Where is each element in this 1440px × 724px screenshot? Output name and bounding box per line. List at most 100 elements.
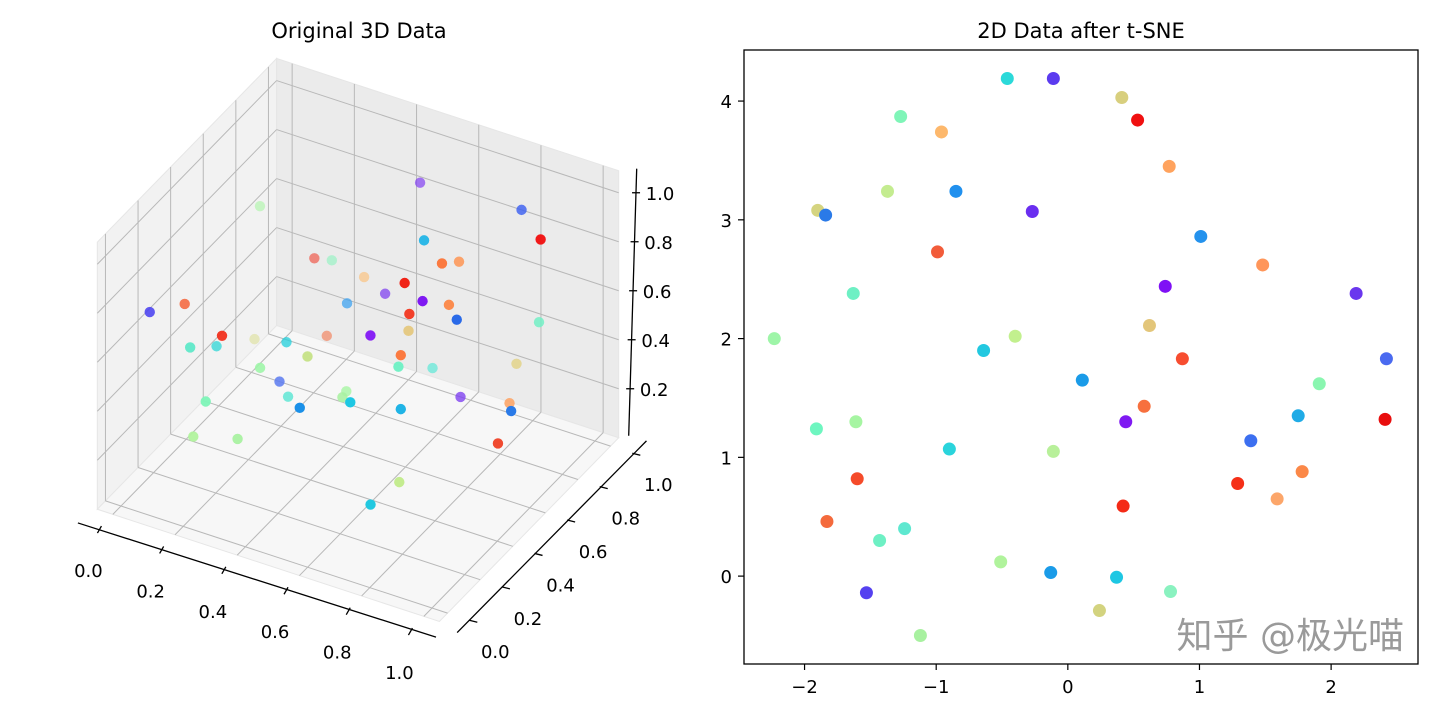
x-tick-label: 0.6 [261,622,290,643]
z-axis-line [628,168,638,436]
point-3d [294,402,305,414]
gridline-z-left [96,276,277,461]
ticks-2d: −2 −1 0 1 2 0 1 2 3 4 [721,92,1337,698]
gridline-y-floor [137,467,481,581]
pane-group [96,57,620,623]
point-3d [302,351,313,362]
gridline-y-floor [203,400,546,514]
gridline-x-floor [112,330,293,515]
point-3d [254,200,266,212]
point-3d [179,298,190,310]
point-3d [282,391,294,402]
point-3d [404,308,415,320]
point-3d [395,350,406,361]
x-tick-label: 2 [1325,677,1336,698]
point-2d [934,125,948,139]
point-2d [1379,352,1393,366]
y-tick-label: 0.2 [514,609,543,630]
gridline-z-back [276,276,619,390]
point-2d [1349,286,1363,300]
plot-3d: Original 3D Data 0.00.20.40.60.81.00.00.… [74,19,674,684]
point-3d [533,316,545,328]
point-3d [418,235,430,246]
x-tick [96,525,103,534]
z-tick-label: 0.4 [641,331,670,352]
x-tick [283,586,289,595]
point-3d [337,392,348,403]
point-2d [850,472,864,486]
point-2d [1000,72,1014,86]
point-2d [898,522,912,536]
z-tick-label: 0.8 [644,233,673,254]
point-3d [492,438,504,449]
y-tick-label: 2 [721,330,732,351]
point-3d [379,288,391,299]
x-tick-label: 1 [1194,677,1205,698]
point-3d [345,397,356,408]
x-tick-label: −2 [791,677,818,698]
x-tick-label: 0 [1062,677,1073,698]
x-axis-line [77,522,437,638]
point-3d [443,299,455,311]
y-tick [632,452,641,456]
gridline-x-floor [299,391,480,576]
point-2d [1092,604,1106,618]
point-3d [188,431,199,442]
point-2d [846,286,860,300]
point-2d [894,110,908,124]
plot-2d-title: 2D Data after t-SNE [977,19,1185,43]
point-2d [949,184,963,198]
point-2d [977,343,991,357]
point-2d [1164,585,1178,599]
y-tick-label: 0 [721,567,732,588]
gridline-y-floor [235,366,579,480]
point-3d [341,298,353,309]
y-tick-label: 0.0 [481,642,510,663]
point-3d [403,325,414,337]
point-2d [1075,373,1089,387]
point-2d [1312,377,1326,391]
point-3d [511,358,522,369]
gridline-y-floor [268,333,611,447]
y-tick [501,586,511,590]
z-tick-label: 0.2 [640,380,669,401]
pane-floor [96,324,620,623]
gridline-x-floor [423,432,604,617]
gridline-x-floor [361,411,542,597]
point-3d [504,397,515,409]
point-3d [144,306,155,318]
gridline-x-floor [174,350,355,536]
gridline-z-left [96,129,277,314]
point-3d [535,234,546,245]
point-2d [1158,279,1172,293]
x-tick-label: 1.0 [385,663,414,684]
x-tick [159,546,165,554]
x-tick-label: −1 [923,677,950,698]
point-2d [767,332,781,346]
point-3d [321,330,332,342]
point-3d [414,177,426,188]
point-2d [1244,434,1258,448]
point-3d [184,342,196,353]
point-2d [1115,91,1129,105]
point-3d [399,277,410,289]
z-tick-label: 1.0 [646,184,675,205]
point-2d [849,415,863,429]
point-3d [453,256,465,267]
point-2d [1175,352,1189,366]
point-2d [873,533,887,547]
y-axis-line [456,440,647,634]
point-3d [216,330,228,341]
point-2d [1008,329,1022,343]
z-tick-label: 0.6 [643,282,672,303]
point-3d [281,337,292,348]
point-2d [1137,399,1151,413]
y-tick-label: 1 [721,448,732,469]
point-3d [358,271,370,283]
gridline-z-left [96,178,277,363]
x-tick-label: 0.2 [136,581,165,602]
point-2d [1194,229,1208,243]
point-2d [1295,465,1309,479]
point-3d [232,433,243,445]
